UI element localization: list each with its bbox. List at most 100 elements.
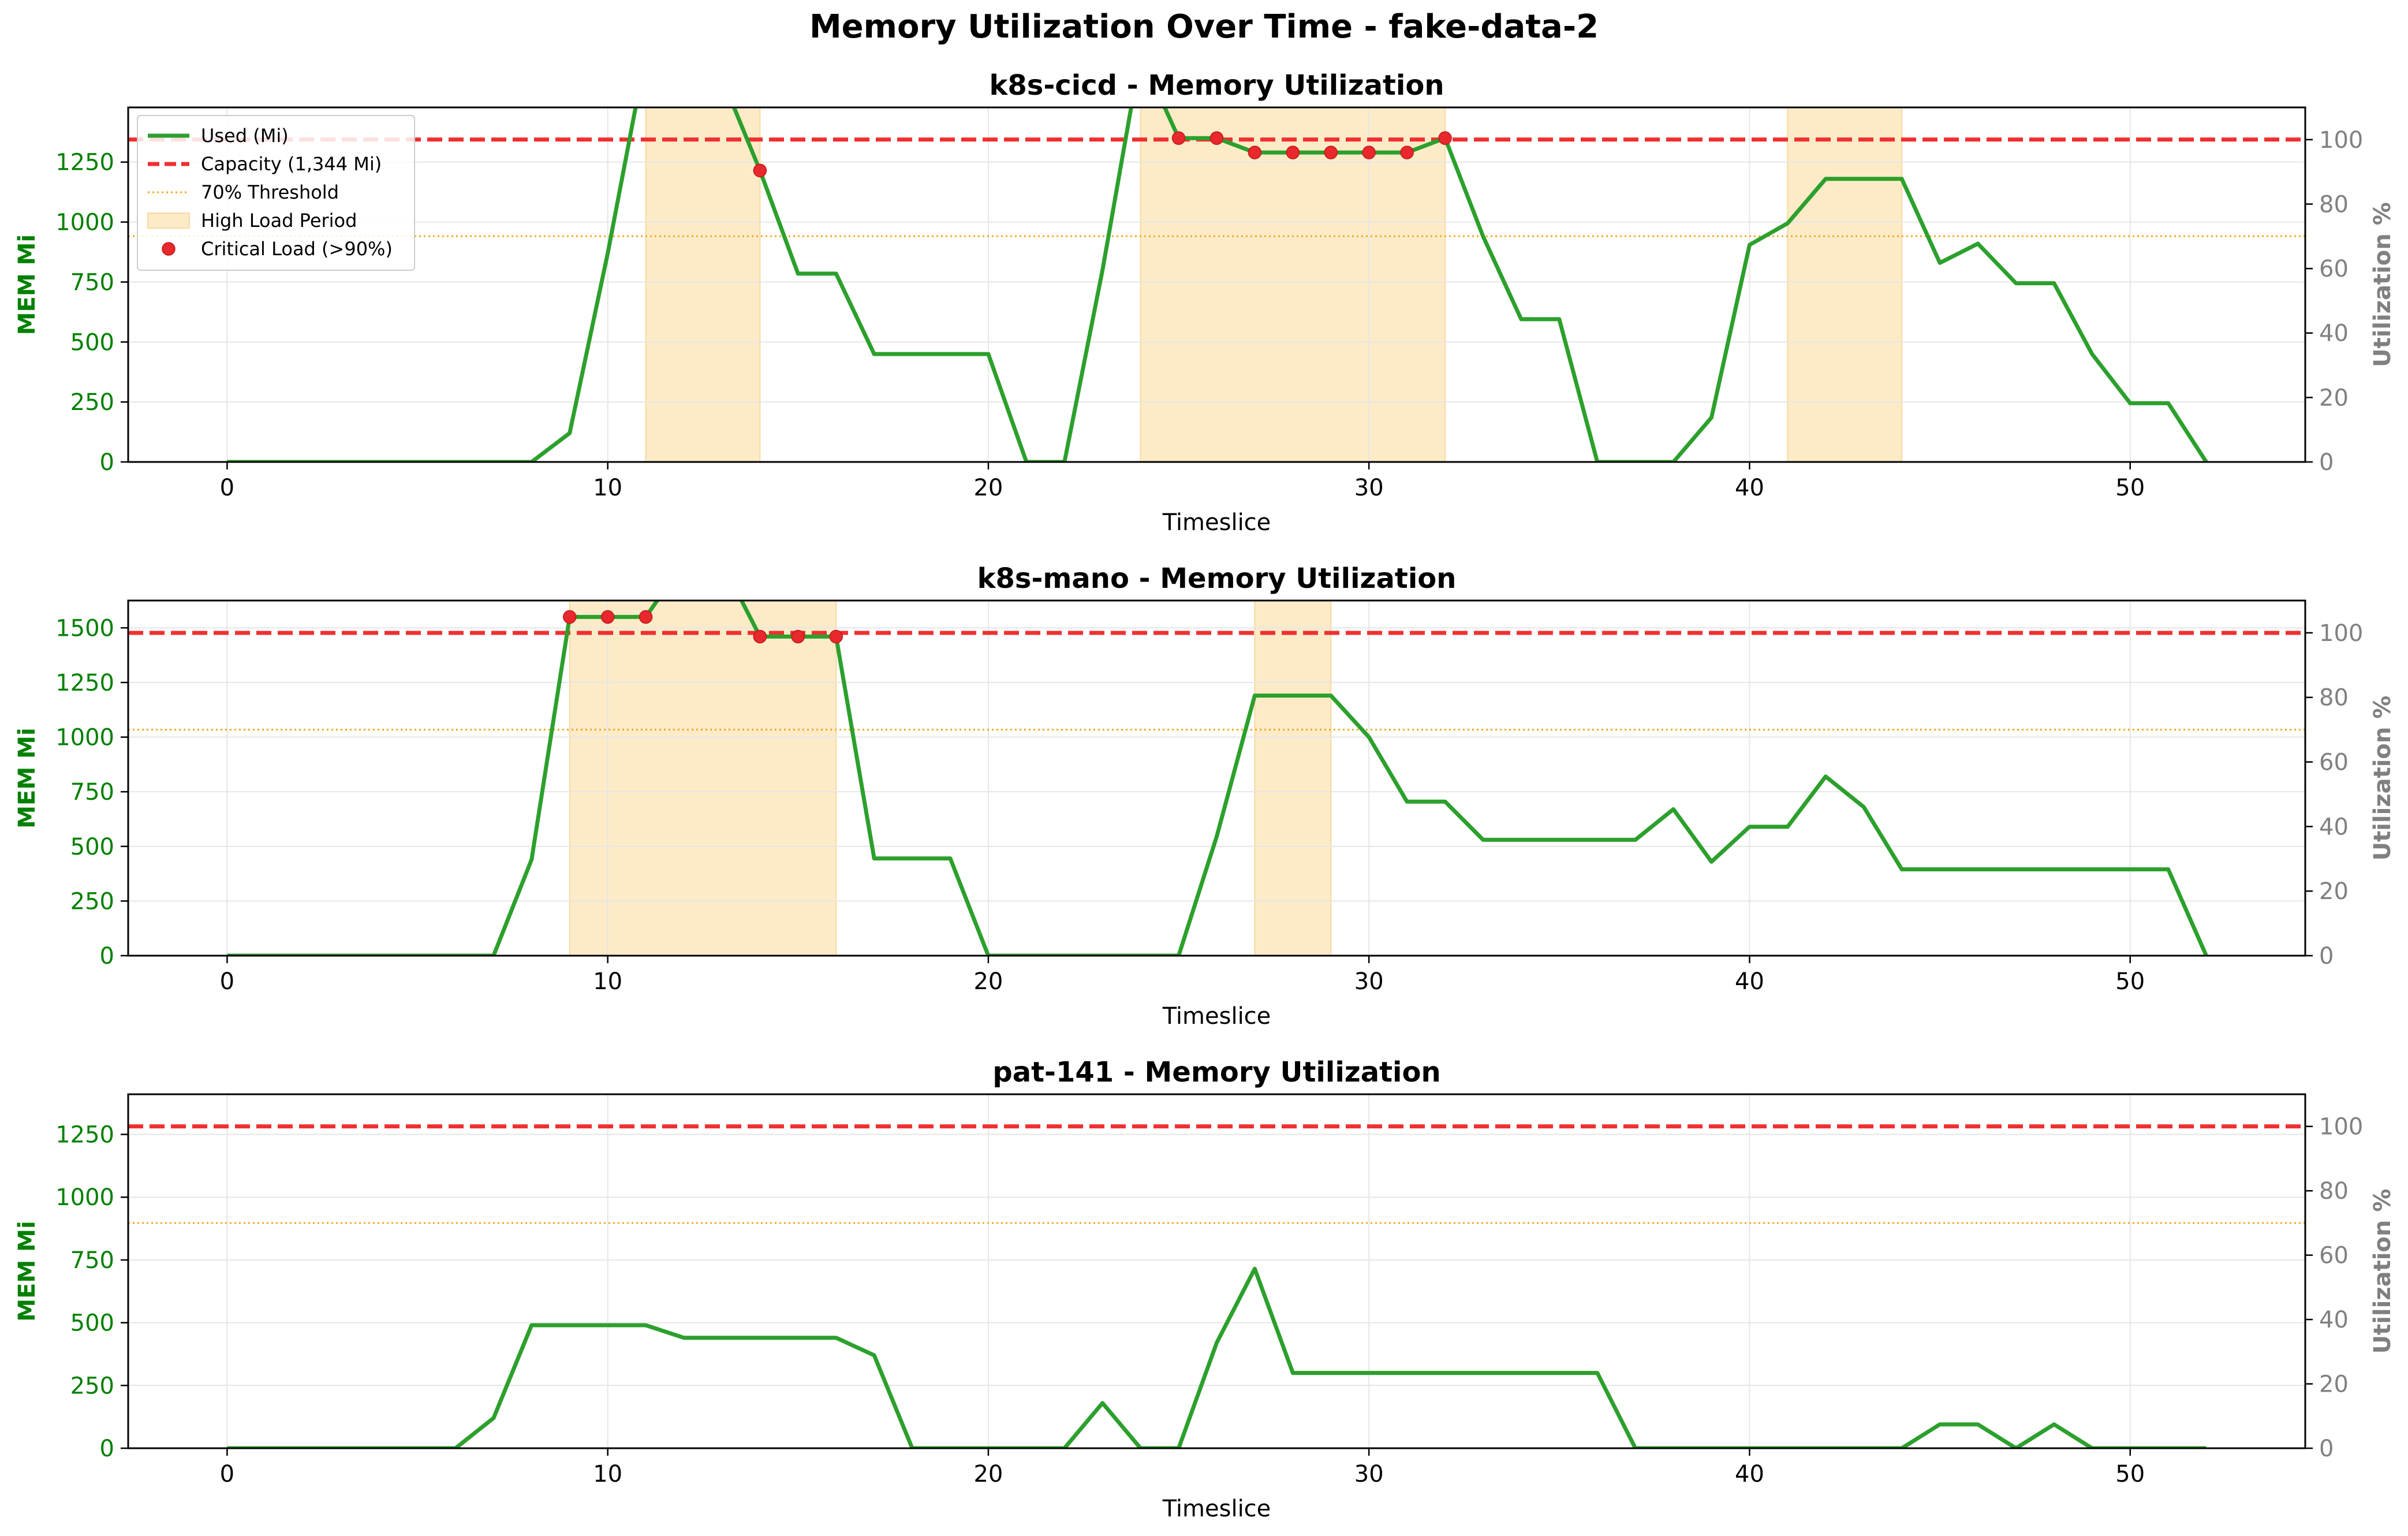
high-load-span <box>1254 601 1332 956</box>
y-tick-label: 1500 <box>55 615 114 642</box>
y-right-tick-label: 20 <box>2319 385 2349 411</box>
y-tick-label: 750 <box>70 779 114 806</box>
legend-label-critical: Critical Load (>90%) <box>201 238 393 260</box>
y-right-axis-label: Utilization % <box>2369 202 2396 367</box>
y-tick-label: 1000 <box>55 210 114 236</box>
x-tick-label: 30 <box>1354 475 1384 501</box>
x-tick-label: 20 <box>973 475 1003 501</box>
y-right-tick-label: 0 <box>2319 943 2334 970</box>
y-tick-label: 750 <box>70 269 114 296</box>
y-tick-label: 500 <box>70 1310 114 1337</box>
y-tick-label: 250 <box>70 1373 114 1399</box>
chart-panel: 0 10 20 30 40 5002505007501000125015000204060… <box>14 562 2396 1030</box>
x-tick-label: 50 <box>2115 475 2145 501</box>
y-tick-label: 1250 <box>55 1122 114 1149</box>
legend-label-high-load: High Load Period <box>201 210 357 232</box>
plot-area <box>128 107 2305 462</box>
critical-point <box>791 629 805 644</box>
x-tick-label: 10 <box>593 475 622 501</box>
y-right-tick-label: 80 <box>2319 191 2349 218</box>
critical-point <box>1286 146 1300 159</box>
x-tick-label: 0 <box>220 968 234 995</box>
y-right-tick-label: 100 <box>2319 1114 2363 1140</box>
plot-area <box>128 1094 2305 1448</box>
panel-title: k8s-mano - Memory Utilization <box>977 562 1457 595</box>
y-axis-label: MEM Mi <box>14 234 40 335</box>
plot-frame <box>127 106 2306 463</box>
figure-title: Memory Utilization Over Time - fake-data… <box>809 8 1599 46</box>
high-load-span <box>645 107 761 462</box>
critical-point <box>1171 131 1186 145</box>
y-tick-label: 0 <box>100 943 114 970</box>
x-tick-label: 0 <box>220 475 234 501</box>
x-axis-label: Timeslice <box>1162 509 1271 536</box>
y-axis-label: MEM Mi <box>14 728 40 828</box>
y-right-tick-label: 0 <box>2319 449 2334 476</box>
plot-frame <box>127 1093 2306 1449</box>
x-tick-label: 10 <box>593 1461 622 1487</box>
x-axis-label: Timeslice <box>1162 1496 1271 1522</box>
plot-frame <box>127 599 2306 957</box>
y-right-axis-label: Utilization % <box>2369 1189 2396 1354</box>
y-tick-label: 500 <box>70 834 114 860</box>
x-tick-label: 40 <box>1735 475 1764 501</box>
y-right-tick-label: 60 <box>2319 1243 2349 1269</box>
y-tick-label: 1000 <box>55 725 114 751</box>
high-load-span <box>1140 107 1446 462</box>
x-tick-label: 40 <box>1735 968 1764 995</box>
y-tick-label: 1250 <box>55 670 114 696</box>
y-right-tick-label: 80 <box>2319 685 2349 711</box>
chart-panel: 0 10 20 30 40 5002505007501000125002040608010… <box>14 69 2396 536</box>
high-load-span <box>1787 107 1903 462</box>
x-axis-label: Timeslice <box>1162 1003 1271 1030</box>
critical-point <box>753 163 767 178</box>
legend-label-threshold: 70% Threshold <box>201 181 339 203</box>
used-series-line <box>227 1266 2207 1448</box>
y-tick-label: 500 <box>70 329 114 356</box>
y-right-tick-label: 100 <box>2319 620 2363 647</box>
critical-point <box>1324 146 1338 159</box>
x-tick-label: 0 <box>220 1461 234 1487</box>
y-tick-label: 0 <box>100 1436 114 1462</box>
critical-point <box>639 610 653 624</box>
critical-point <box>1209 131 1224 145</box>
y-right-tick-label: 0 <box>2319 1436 2334 1462</box>
y-right-tick-label: 40 <box>2319 814 2349 840</box>
y-right-tick-label: 20 <box>2319 878 2349 905</box>
y-tick-label: 250 <box>70 389 114 416</box>
used-series-line <box>227 601 2208 956</box>
y-right-tick-label: 40 <box>2319 1307 2349 1333</box>
y-right-axis-label: Utilization % <box>2369 696 2396 861</box>
y-tick-label: 1000 <box>55 1184 114 1211</box>
legend-swatch-critical <box>162 242 176 256</box>
critical-point <box>1248 146 1262 159</box>
y-tick-label: 750 <box>70 1247 114 1274</box>
x-tick-label: 20 <box>973 1461 1003 1487</box>
legend-label-capacity: Capacity (1,344 Mi) <box>201 153 382 175</box>
x-tick-label: 30 <box>1354 1461 1384 1487</box>
y-right-tick-label: 60 <box>2319 750 2349 776</box>
y-right-tick-label: 20 <box>2319 1371 2349 1398</box>
panel-title: k8s-cicd - Memory Utilization <box>989 69 1444 102</box>
x-tick-label: 40 <box>1735 1461 1764 1487</box>
x-tick-label: 30 <box>1354 968 1384 995</box>
y-tick-label: 1250 <box>55 150 114 176</box>
y-right-tick-label: 40 <box>2319 320 2349 347</box>
critical-point <box>1438 131 1452 145</box>
critical-point <box>1362 146 1376 159</box>
y-tick-label: 0 <box>100 449 114 476</box>
x-tick-label: 50 <box>2115 968 2145 995</box>
legend: Used (Mi) Capacity (1,344 Mi) 70% Threshol… <box>137 115 415 271</box>
critical-point <box>562 610 577 624</box>
critical-point <box>1400 146 1414 159</box>
x-tick-label: 20 <box>973 968 1003 995</box>
y-axis-label: MEM Mi <box>14 1221 40 1321</box>
x-tick-label: 10 <box>593 968 622 995</box>
critical-point <box>829 629 843 644</box>
panel-title: pat-141 - Memory Utilization <box>992 1056 1440 1088</box>
legend-box <box>137 115 415 271</box>
y-right-tick-label: 100 <box>2319 127 2363 154</box>
chart-panel: 0 10 20 30 40 5002505007501000125002040608010… <box>14 1056 2396 1522</box>
